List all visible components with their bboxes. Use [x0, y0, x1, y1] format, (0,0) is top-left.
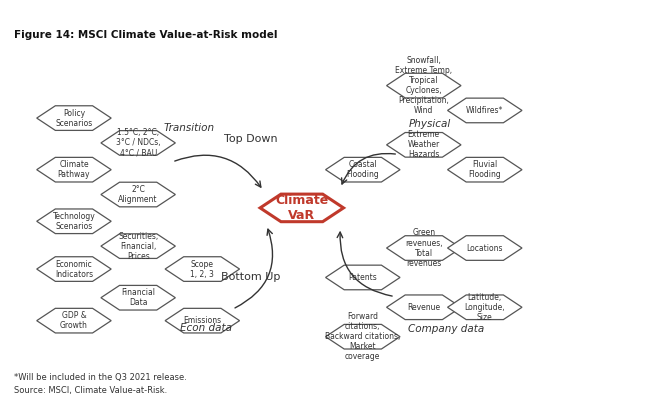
Text: Coastal
Flooding: Coastal Flooding [346, 160, 379, 179]
Polygon shape [260, 194, 343, 222]
Text: Climate
Pathway: Climate Pathway [58, 160, 90, 179]
Polygon shape [386, 295, 461, 320]
Polygon shape [101, 286, 176, 310]
Polygon shape [447, 295, 522, 320]
Text: *Will be included in the Q3 2021 release.: *Will be included in the Q3 2021 release… [14, 373, 187, 382]
Text: Extreme
Weather
Hazards: Extreme Weather Hazards [407, 130, 440, 159]
Text: Climate
VaR: Climate VaR [275, 194, 328, 222]
Text: Forward
citations,
Backward citations,
Market
coverage: Forward citations, Backward citations, M… [325, 312, 400, 361]
Polygon shape [37, 257, 111, 281]
Polygon shape [386, 236, 461, 260]
Polygon shape [326, 324, 400, 349]
Text: 1.5°C, 2°C,
3°C / NDCs,
4°C / BAU: 1.5°C, 2°C, 3°C / NDCs, 4°C / BAU [116, 129, 160, 158]
Text: Emissions: Emissions [183, 316, 221, 325]
Text: GDP &
Growth: GDP & Growth [60, 311, 88, 330]
Polygon shape [37, 106, 111, 130]
Polygon shape [386, 133, 461, 157]
Text: Wildfires*: Wildfires* [466, 106, 504, 115]
Polygon shape [37, 158, 111, 182]
Text: Top Down: Top Down [223, 134, 277, 144]
Text: Company data: Company data [408, 324, 485, 334]
Polygon shape [386, 73, 461, 98]
Text: Green
revenues,
Total
revenues: Green revenues, Total revenues [405, 228, 443, 268]
Text: Securities,
Financial,
Prices: Securities, Financial, Prices [118, 231, 159, 261]
Polygon shape [447, 98, 522, 123]
Polygon shape [101, 131, 176, 155]
Text: Transition: Transition [164, 123, 215, 133]
Text: Locations: Locations [466, 244, 503, 252]
Polygon shape [165, 308, 240, 333]
Text: Physical: Physical [409, 119, 451, 129]
Polygon shape [447, 236, 522, 260]
FancyArrowPatch shape [235, 229, 272, 308]
Text: Economic
Indicators: Economic Indicators [55, 260, 93, 278]
Polygon shape [101, 234, 176, 258]
FancyArrowPatch shape [337, 232, 392, 296]
Polygon shape [165, 257, 240, 281]
Text: Policy
Scenarios: Policy Scenarios [55, 108, 92, 128]
Text: 2°C
Alignment: 2°C Alignment [119, 185, 158, 204]
Polygon shape [326, 158, 400, 182]
Text: Technology
Scenarios: Technology Scenarios [52, 212, 96, 231]
FancyArrowPatch shape [175, 155, 261, 187]
Polygon shape [37, 308, 111, 333]
Polygon shape [326, 265, 400, 290]
Text: Figure 14: MSCI Climate Value-at-Risk model: Figure 14: MSCI Climate Value-at-Risk mo… [14, 30, 278, 40]
Text: Fluvial
Flooding: Fluvial Flooding [468, 160, 501, 179]
Text: Latitude,
Longitude,
Size: Latitude, Longitude, Size [464, 293, 505, 322]
Polygon shape [37, 209, 111, 234]
Text: Bottom Up: Bottom Up [221, 272, 280, 282]
Polygon shape [101, 182, 176, 207]
Text: Revenue: Revenue [407, 303, 440, 312]
Text: Econ data: Econ data [179, 323, 231, 333]
FancyArrowPatch shape [342, 154, 396, 184]
Polygon shape [447, 158, 522, 182]
Text: Patents: Patents [348, 273, 377, 282]
Text: Source: MSCI, Climate Value-at-Risk.: Source: MSCI, Climate Value-at-Risk. [14, 386, 168, 395]
Text: Snowfall,
Extreme Temp,
Tropical
Cyclones,
Precipitation,
Wind: Snowfall, Extreme Temp, Tropical Cyclone… [395, 56, 453, 115]
Text: Financial
Data: Financial Data [121, 288, 155, 307]
Text: Scope
1, 2, 3: Scope 1, 2, 3 [191, 260, 214, 278]
